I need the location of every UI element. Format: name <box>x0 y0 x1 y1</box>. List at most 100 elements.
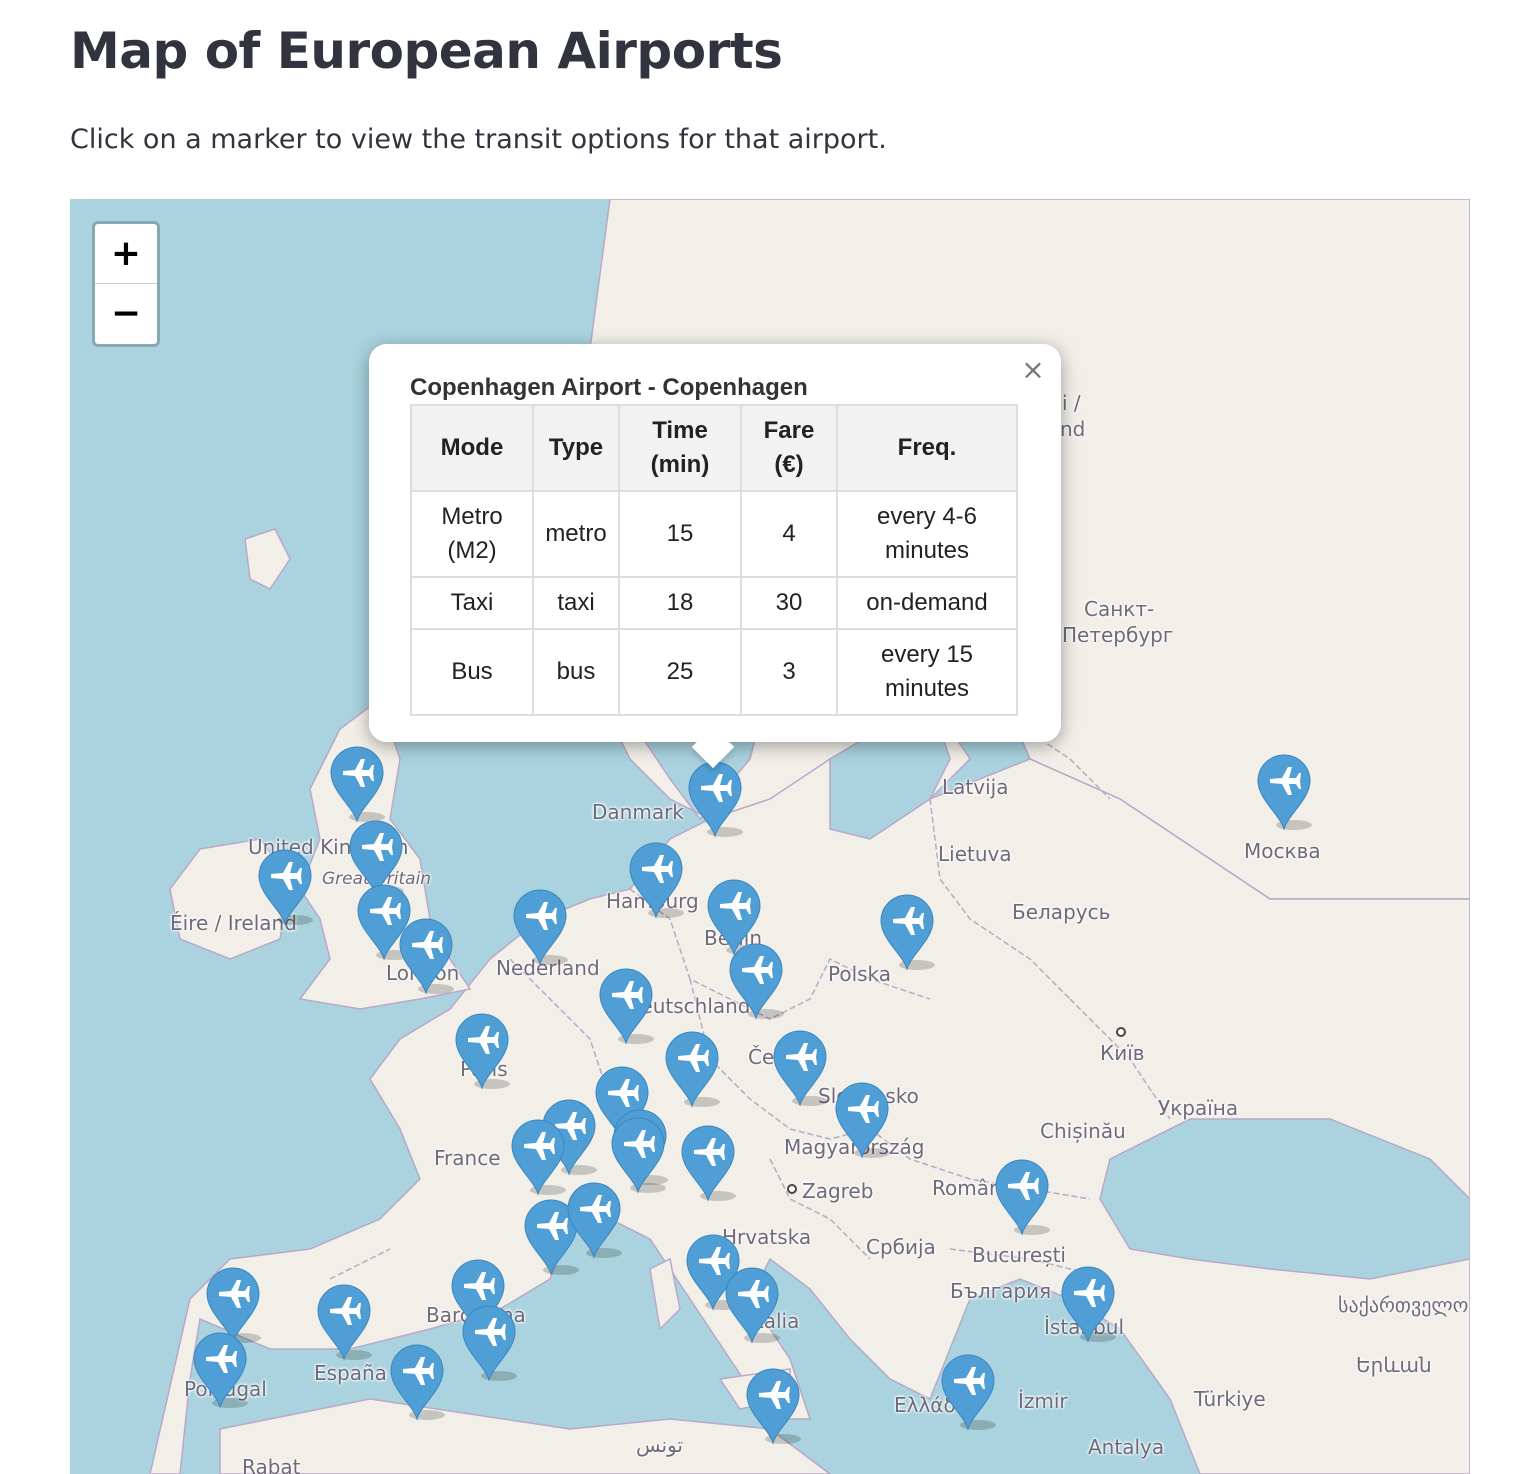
airport-marker[interactable] <box>508 1116 568 1196</box>
table-cell: 25 <box>618 628 742 716</box>
table-cell: bus <box>532 628 620 716</box>
table-cell: on-demand <box>836 576 1018 630</box>
airport-marker[interactable] <box>596 965 656 1045</box>
column-header: Time (min) <box>618 404 742 492</box>
airport-marker[interactable] <box>255 846 315 926</box>
airport-marker[interactable] <box>726 940 786 1020</box>
airport-marker[interactable] <box>314 1281 374 1361</box>
table-cell: Bus <box>410 628 534 716</box>
map-label: Україна <box>1158 1096 1239 1120</box>
map-label: Санкт- <box>1084 597 1155 621</box>
airplane-icon <box>206 1345 237 1373</box>
zoom-out-button[interactable]: − <box>95 284 157 344</box>
airport-marker[interactable] <box>662 1028 722 1108</box>
map-label: Lietuva <box>938 842 1012 866</box>
airport-marker[interactable] <box>539 1096 599 1176</box>
city-dot <box>787 1184 797 1194</box>
airport-marker[interactable] <box>992 1156 1052 1236</box>
airport-marker[interactable] <box>685 758 745 838</box>
airport-marker[interactable] <box>626 839 686 919</box>
page-subtitle: Click on a marker to view the transit op… <box>70 124 887 155</box>
table-cell: taxi <box>532 576 620 630</box>
map-container[interactable]: + − United Kingdom Great Britain Éire / … <box>70 199 1470 1474</box>
airport-marker[interactable] <box>190 1329 250 1409</box>
map-label: Latvija <box>942 775 1009 799</box>
map-label: Rabat <box>242 1455 301 1474</box>
popup-close-button[interactable]: × <box>1017 354 1049 386</box>
table-cell: every 4-6 minutes <box>836 490 1018 578</box>
airplane-icon <box>475 1318 506 1346</box>
airport-marker[interactable] <box>722 1264 782 1344</box>
map-label: Chișinău <box>1040 1119 1126 1143</box>
map-label: تونس <box>636 1433 683 1457</box>
airplane-icon <box>699 1247 730 1275</box>
map-label: Беларусь <box>1012 900 1111 924</box>
airplane-icon <box>893 907 924 935</box>
airplane-icon <box>1008 1172 1039 1200</box>
airport-marker[interactable] <box>877 891 937 971</box>
map-label: Polska <box>828 962 892 986</box>
zoom-control: + − <box>92 221 160 347</box>
map-label: Éire / Ireland <box>170 911 297 935</box>
airplane-icon <box>848 1095 879 1123</box>
airport-marker[interactable] <box>832 1079 892 1159</box>
airplane-icon <box>537 1212 568 1240</box>
map-label: Москва <box>1244 839 1321 863</box>
map-label: Zagreb <box>802 1179 874 1203</box>
airplane-icon <box>330 1297 361 1325</box>
airport-marker[interactable] <box>459 1302 519 1382</box>
map-label: Київ <box>1100 1041 1145 1065</box>
airport-marker[interactable] <box>521 1196 581 1276</box>
airport-marker[interactable] <box>452 1010 512 1090</box>
map-label: Antalya <box>1088 1435 1165 1459</box>
transit-table: Mode Type Time (min) Fare (€) Freq. Metr… <box>410 404 1018 716</box>
airplane-icon <box>468 1026 499 1054</box>
airport-marker[interactable] <box>564 1179 624 1259</box>
popup-title: Copenhagen Airport - Copenhagen <box>410 374 808 401</box>
airplane-icon <box>759 1381 790 1409</box>
column-header: Freq. <box>836 404 1018 492</box>
airplane-icon <box>403 1357 434 1385</box>
airplane-icon <box>524 1132 555 1160</box>
column-header: Type <box>532 404 620 492</box>
airport-marker[interactable] <box>938 1351 998 1431</box>
airport-marker[interactable] <box>608 1114 668 1194</box>
airport-marker[interactable] <box>1254 751 1314 831</box>
airplane-icon <box>608 1079 639 1107</box>
table-header-row: Mode Type Time (min) Fare (€) Freq. <box>410 404 1018 492</box>
table-cell: 30 <box>740 576 838 630</box>
airplane-icon <box>370 897 401 925</box>
table-row: Bus bus 25 3 every 15 minutes <box>410 628 1018 716</box>
airplane-icon <box>694 1138 725 1166</box>
table-cell: metro <box>532 490 620 578</box>
map-label: France <box>434 1146 501 1170</box>
zoom-in-button[interactable]: + <box>95 224 157 284</box>
airport-marker[interactable] <box>743 1365 803 1445</box>
airport-marker[interactable] <box>387 1341 447 1421</box>
map-label: i / <box>1062 391 1081 415</box>
airport-marker[interactable] <box>327 743 387 823</box>
airplane-icon <box>738 1280 769 1308</box>
airplane-icon <box>786 1043 817 1071</box>
column-header: Mode <box>410 404 534 492</box>
map-label: საქართველო <box>1338 1293 1469 1317</box>
airplane-icon <box>464 1272 495 1300</box>
city-dot <box>1116 1027 1126 1037</box>
map-label: nd <box>1060 417 1086 441</box>
map-label: España <box>314 1361 387 1385</box>
airport-marker[interactable] <box>770 1027 830 1107</box>
table-cell: every 15 minutes <box>836 628 1018 716</box>
airport-marker[interactable] <box>1058 1263 1118 1343</box>
map-label: Nederland <box>496 956 600 980</box>
airplane-icon <box>526 902 557 930</box>
airplane-icon <box>678 1044 709 1072</box>
airplane-icon <box>343 759 374 787</box>
table-cell: Taxi <box>410 576 534 630</box>
airport-marker[interactable] <box>678 1122 738 1202</box>
airplane-icon <box>271 862 302 890</box>
airplane-icon <box>1074 1279 1105 1307</box>
airport-marker[interactable] <box>396 915 456 995</box>
airplane-icon <box>1270 767 1301 795</box>
airport-marker[interactable] <box>510 886 570 966</box>
airplane-icon <box>624 1130 655 1158</box>
